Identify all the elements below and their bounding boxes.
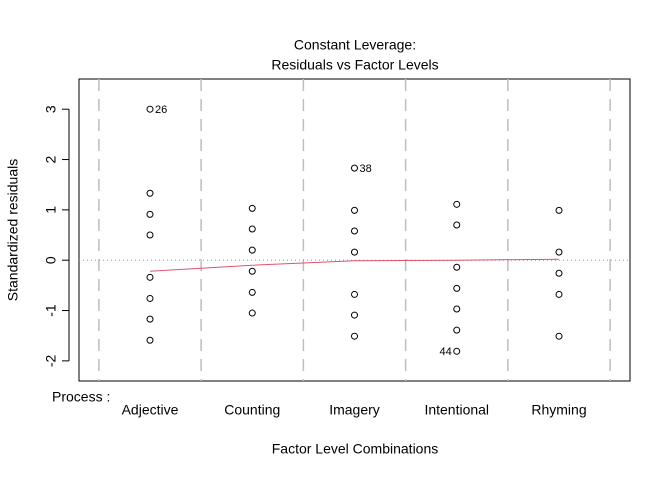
y-tick-label: -2: [43, 354, 59, 367]
point-label: 44: [440, 346, 452, 358]
x-tick-label: Imagery: [329, 402, 380, 418]
point: [351, 227, 358, 235]
point: [453, 347, 461, 355]
point: [248, 288, 256, 296]
point: [351, 332, 358, 340]
chart-title: Constant Leverage:: [294, 37, 416, 53]
x-tick-label: Rhyming: [531, 402, 586, 418]
point: [453, 200, 461, 208]
x-tick-label: Adjective: [122, 402, 179, 418]
x-tick-label: Intentional: [424, 402, 489, 418]
point: [146, 189, 154, 197]
point: [453, 305, 461, 313]
point: [248, 225, 256, 233]
point-label: 26: [155, 104, 167, 116]
point: [351, 164, 358, 172]
point: [351, 206, 358, 214]
y-tick-label: 1: [43, 206, 59, 214]
point: [146, 231, 154, 239]
point: [555, 332, 563, 340]
point: [351, 311, 358, 319]
point: [146, 273, 154, 281]
point: [248, 246, 256, 254]
point: [453, 284, 461, 292]
point: [146, 105, 154, 113]
plot-box: [78, 78, 631, 382]
point: [555, 248, 563, 256]
y-tick-label: 3: [43, 105, 59, 113]
point: [351, 290, 358, 298]
point: [453, 263, 461, 271]
point: [146, 210, 154, 218]
point: [146, 336, 154, 344]
point: [248, 204, 256, 212]
point-label: 38: [360, 163, 372, 175]
y-tick-label: -1: [43, 304, 59, 317]
point: [453, 326, 461, 334]
point: [555, 269, 563, 277]
point: [146, 294, 154, 302]
point: [146, 315, 154, 323]
y-tick-label: 0: [43, 256, 59, 264]
chart-title: Residuals vs Factor Levels: [271, 57, 438, 73]
y-tick-label: 2: [43, 155, 59, 163]
y-axis-label: Standardized residuals: [5, 159, 21, 301]
point: [351, 248, 358, 256]
point: [248, 309, 256, 317]
factor-label: Process :: [52, 389, 110, 405]
point: [555, 206, 563, 214]
x-axis-label: Factor Level Combinations: [272, 441, 439, 457]
x-tick-label: Counting: [224, 402, 280, 418]
smooth-line: [149, 258, 560, 272]
point: [453, 221, 461, 229]
point: [555, 290, 563, 298]
point: [248, 267, 256, 275]
